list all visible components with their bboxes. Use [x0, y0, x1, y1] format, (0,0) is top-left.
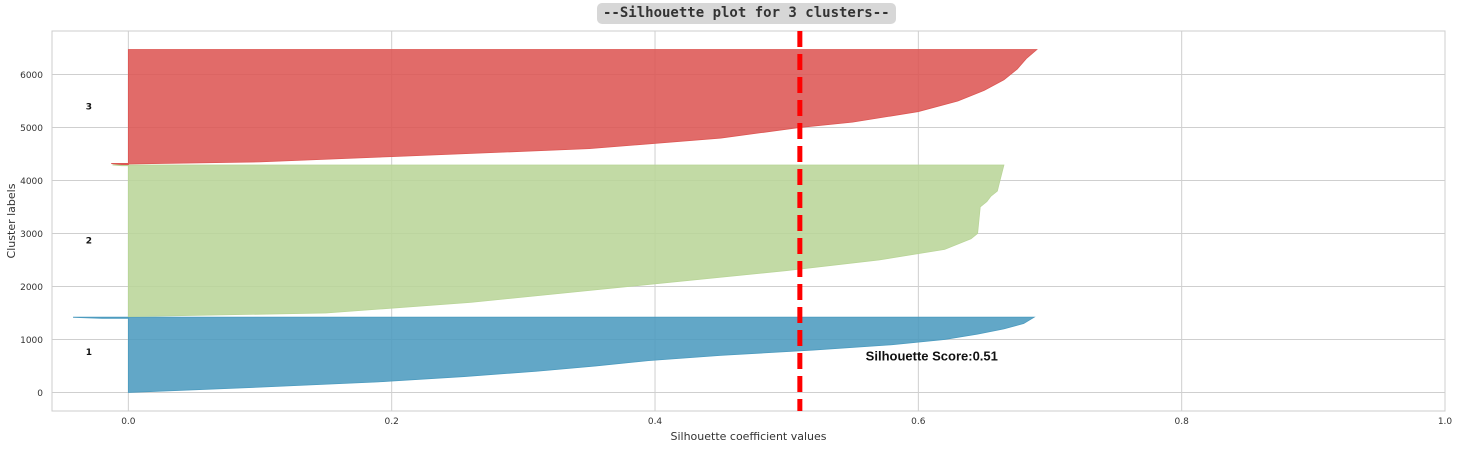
cluster-1-negative-tail: [73, 316, 129, 319]
x-tick-label: 1.0: [1438, 417, 1453, 427]
cluster-labels: 1 2 3: [86, 102, 92, 358]
chart-title: --Silhouette plot for 3 clusters--: [597, 3, 896, 24]
cluster-label: 1: [86, 348, 92, 358]
x-tick-label: 0.4: [648, 417, 663, 427]
y-tick-label: 0: [37, 389, 43, 399]
cluster-3-negative-tail: [111, 162, 129, 166]
silhouette-score-annotation: Silhouette Score:0.51: [866, 348, 998, 363]
cluster-2-silhouette-area: [127, 164, 1005, 318]
y-tick-label: 5000: [20, 124, 43, 134]
cluster-3-silhouette-area: [127, 49, 1038, 165]
y-tick-label: 4000: [20, 177, 43, 187]
cluster-areas: [73, 49, 1038, 393]
cluster-label: 3: [86, 102, 92, 112]
y-tick-labels: 0 1000 2000 3000 4000 5000 6000: [20, 71, 43, 399]
x-tick-label: 0.8: [1175, 417, 1190, 427]
x-tick-label: 0.0: [121, 417, 136, 427]
y-tick-label: 3000: [20, 230, 43, 240]
x-tick-labels: 0.0 0.2 0.4 0.6 0.8 1.0: [121, 417, 1452, 427]
y-tick-label: 2000: [20, 283, 43, 293]
cluster-1-silhouette-area: [127, 316, 1036, 393]
cluster-label: 2: [86, 236, 92, 246]
x-tick-label: 0.6: [911, 417, 926, 427]
x-axis-label: Silhouette coefficient values: [670, 430, 826, 443]
y-tick-label: 6000: [20, 71, 43, 81]
y-axis-label: Cluster labels: [5, 183, 18, 258]
y-tick-label: 1000: [20, 336, 43, 346]
x-tick-label: 0.2: [385, 417, 399, 427]
